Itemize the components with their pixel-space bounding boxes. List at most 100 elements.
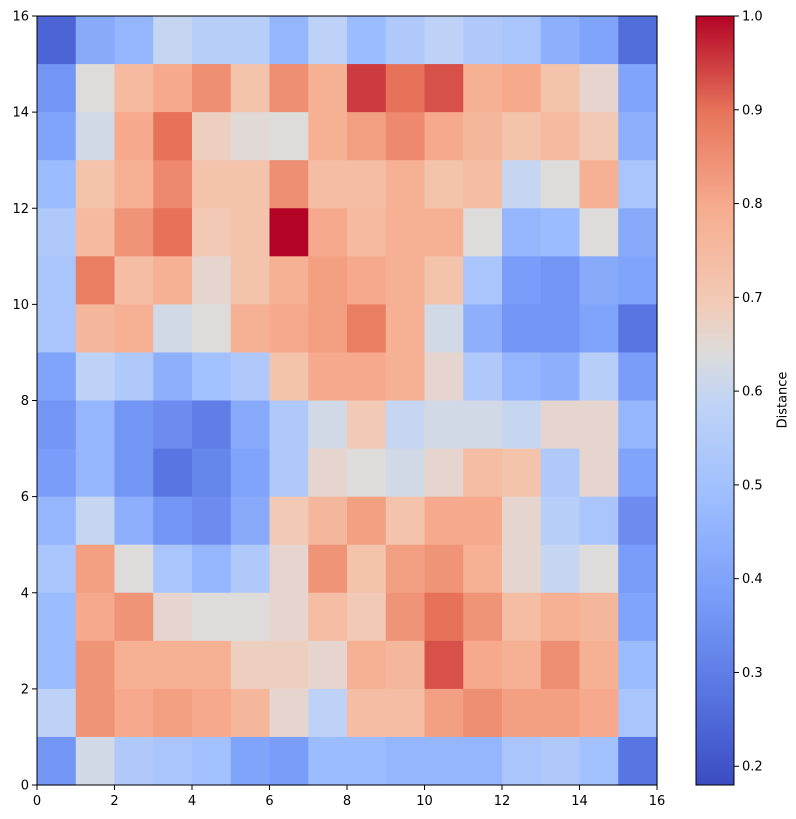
heatmap-cell — [75, 592, 116, 642]
heatmap-cell — [75, 352, 116, 402]
heatmap-cell — [579, 16, 619, 65]
heatmap-cell — [424, 448, 464, 498]
heatmap-cell — [75, 16, 116, 65]
y-tick-label: 12 — [12, 202, 29, 217]
heatmap-cell — [618, 496, 658, 546]
heatmap-cell — [424, 256, 464, 305]
heatmap-cell — [579, 352, 619, 402]
heatmap-cell — [308, 256, 348, 305]
heatmap-cell — [114, 640, 154, 690]
heatmap-cell — [463, 304, 503, 354]
heatmap-cell — [75, 160, 116, 209]
heatmap-cell — [502, 496, 542, 546]
heatmap-cell — [37, 736, 77, 786]
heatmap-cell — [269, 688, 309, 738]
heatmap-cell — [463, 64, 503, 113]
heatmap-cell — [114, 544, 154, 594]
heatmap-cell — [230, 688, 271, 738]
heatmap-cell — [114, 16, 154, 65]
heatmap-cell — [37, 544, 77, 594]
heatmap-cell — [153, 112, 193, 161]
y-tick-label: 10 — [12, 298, 29, 313]
heatmap-cell — [502, 160, 542, 209]
heatmap-cell — [230, 256, 271, 305]
colorbar-tick-label: 0.5 — [742, 478, 763, 493]
heatmap-cell — [230, 640, 271, 690]
heatmap-cell — [269, 16, 309, 65]
heatmap-cell — [192, 16, 232, 65]
y-tick-label: 4 — [21, 586, 29, 601]
heatmap-cell — [37, 256, 77, 305]
heatmap-cell — [37, 304, 77, 354]
heatmap-cell — [192, 112, 232, 161]
heatmap-cell — [347, 688, 387, 738]
heatmap-cell — [347, 352, 387, 402]
heatmap-cell — [192, 64, 232, 113]
heatmap-cell — [153, 736, 193, 786]
heatmap-cell — [308, 688, 348, 738]
heatmap-cell — [502, 688, 542, 738]
heatmap-cell — [540, 16, 581, 65]
heatmap-cell — [347, 544, 387, 594]
heatmap-cell — [424, 544, 464, 594]
heatmap-cell — [230, 592, 271, 642]
heatmap-cell — [114, 256, 154, 305]
y-tick-label: 6 — [21, 490, 29, 505]
heatmap-cell — [502, 208, 542, 257]
heatmap-cell — [463, 688, 503, 738]
heatmap-cell — [463, 400, 503, 450]
heatmap-cell — [347, 496, 387, 546]
heatmap-cell — [424, 688, 464, 738]
heatmap-cell — [347, 112, 387, 161]
heatmap-cell — [618, 64, 658, 113]
heatmap-cell — [424, 160, 464, 209]
y-tick-label: 8 — [21, 394, 29, 409]
heatmap-cell — [424, 304, 464, 354]
heatmap-cell — [230, 16, 271, 65]
colorbar-tick-label: 0.6 — [742, 385, 763, 400]
heatmap-cell — [347, 736, 387, 786]
heatmap-cell — [153, 544, 193, 594]
heatmap-cell — [463, 208, 503, 257]
heatmap-cell — [308, 496, 348, 546]
heatmap-cell — [502, 64, 542, 113]
heatmap-cell — [540, 496, 581, 546]
heatmap-cell — [230, 736, 271, 786]
heatmap-cell — [308, 112, 348, 161]
heatmap-cell — [579, 64, 619, 113]
heatmap-cell — [347, 16, 387, 65]
heatmap-cell — [424, 16, 464, 65]
heatmap-cell — [37, 496, 77, 546]
heatmap-cell — [114, 736, 154, 786]
heatmap-cell — [114, 64, 154, 113]
heatmap-cell — [37, 64, 77, 113]
heatmap-cell — [424, 352, 464, 402]
heatmap-cell — [385, 304, 426, 354]
heatmap-cell — [463, 352, 503, 402]
heatmap-cell — [385, 160, 426, 209]
heatmap-cell — [618, 160, 658, 209]
x-tick-label: 16 — [649, 794, 666, 809]
x-tick-label: 12 — [494, 794, 511, 809]
heatmap-cell — [618, 592, 658, 642]
heatmap-cell — [463, 736, 503, 786]
heatmap-cell — [37, 400, 77, 450]
heatmap-cell — [618, 688, 658, 738]
heatmap-cell — [579, 208, 619, 257]
heatmap-cell — [75, 64, 116, 113]
heatmap-cell — [37, 592, 77, 642]
heatmap-cell — [540, 640, 581, 690]
heatmap-cell — [308, 736, 348, 786]
x-axis: 0 2 4 6 8 10 12 14 16 — [33, 785, 665, 809]
heatmap-cell — [540, 688, 581, 738]
heatmap-cell — [618, 256, 658, 305]
heatmap-cell — [618, 352, 658, 402]
heatmap-cell — [308, 592, 348, 642]
x-tick-label: 0 — [33, 794, 41, 809]
heatmap-cell — [308, 304, 348, 354]
heatmap-cell — [308, 352, 348, 402]
heatmap-cell — [540, 256, 581, 305]
heatmap-cell — [114, 688, 154, 738]
y-tick-label: 0 — [21, 779, 29, 794]
heatmap-cell — [75, 256, 116, 305]
